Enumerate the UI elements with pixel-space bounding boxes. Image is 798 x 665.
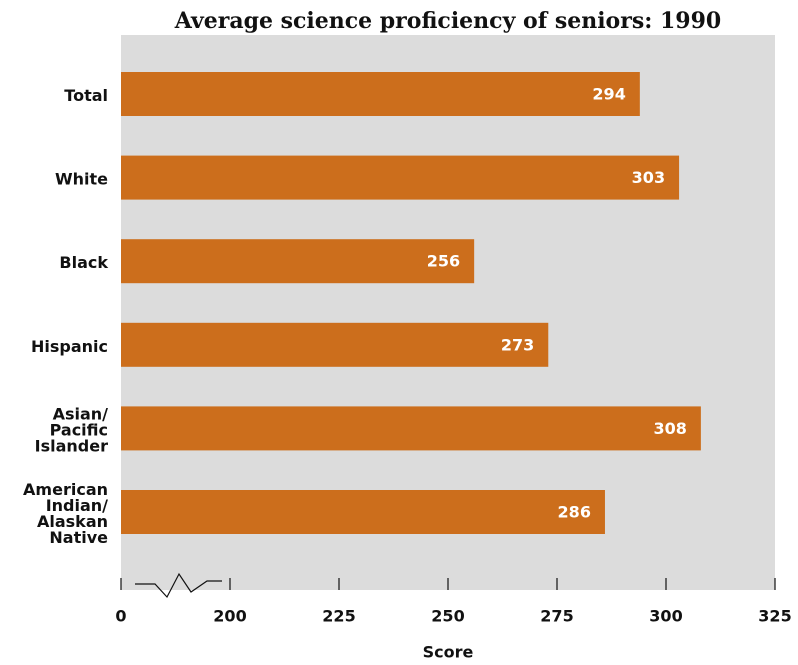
x-tick-label: 275 xyxy=(540,607,573,626)
value-label: 273 xyxy=(501,335,534,354)
value-label: 308 xyxy=(653,419,686,438)
x-axis-label: Score xyxy=(423,643,474,662)
y-tick-label: Asian/Pacific Islander xyxy=(35,404,109,455)
bar xyxy=(121,239,475,284)
bar xyxy=(121,322,549,367)
value-label: 256 xyxy=(427,252,460,271)
x-tick-label: 200 xyxy=(213,607,246,626)
value-label: 303 xyxy=(632,168,665,187)
bar xyxy=(121,155,680,200)
x-tick-label: 0 xyxy=(115,607,126,626)
value-label: 294 xyxy=(592,85,625,104)
y-tick-label: Black xyxy=(59,253,108,272)
y-tick-label: Total xyxy=(64,86,108,105)
x-tick-label: 250 xyxy=(431,607,464,626)
x-tick-label: 325 xyxy=(758,607,791,626)
x-tick-label: 300 xyxy=(649,607,682,626)
y-tick-label: Hispanic xyxy=(31,336,108,355)
bar xyxy=(121,406,701,451)
y-tick-label: White xyxy=(55,169,108,188)
value-label: 286 xyxy=(558,503,591,522)
x-tick-label: 225 xyxy=(322,607,355,626)
bar xyxy=(121,490,605,534)
axis-break xyxy=(135,572,222,599)
y-tick-label: American Indian/Alaskan Native xyxy=(23,480,108,547)
chart-title: Average science proficiency of seniors: … xyxy=(174,8,721,34)
bar xyxy=(121,72,640,116)
